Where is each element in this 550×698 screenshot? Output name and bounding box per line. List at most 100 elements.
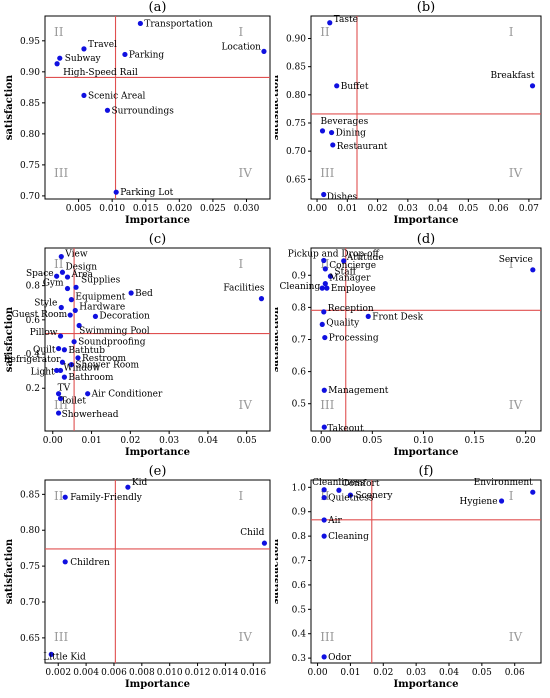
chart-panel-a: (a) I II III IV 0.005 0.010 0.015 0.020 0.025 0.03…	[0, 0, 275, 232]
point-label: Odor	[328, 653, 352, 663]
point-label: Comfort	[342, 479, 380, 489]
quadrant-label: II	[54, 257, 64, 271]
quadrant-label: II	[320, 257, 330, 271]
data-point	[58, 253, 64, 260]
data-point	[72, 307, 78, 314]
data-point	[334, 83, 340, 89]
point-label: TV	[58, 384, 71, 394]
point-label: Area	[71, 270, 94, 280]
data-point	[57, 55, 63, 61]
x-tick-label: 0.02	[368, 204, 388, 214]
data-point	[137, 20, 143, 27]
data-point	[54, 273, 60, 279]
point-label: Guest Room	[12, 310, 68, 320]
point-label: Children	[70, 558, 110, 568]
data-point	[529, 83, 536, 89]
data-point	[498, 498, 505, 504]
chart-panel-c: (c) I II III IV 0.00 0.01 0.02 0.03 0.04 0.05 0.2 0.…	[0, 232, 275, 464]
quadrant-label: IV	[509, 398, 523, 412]
point-label: Air Conditioner	[91, 390, 163, 400]
point-label: Cleaning	[328, 532, 369, 542]
y-tick-label: 0.8	[26, 282, 41, 292]
data-point	[322, 334, 328, 341]
y-tick-label: 0.8	[292, 532, 307, 542]
data-point	[319, 321, 325, 328]
point-label: Cleanliness	[312, 478, 365, 488]
y-tick-label: 0.9	[292, 508, 307, 518]
quadrant-label: IV	[509, 166, 523, 180]
quadrant-label: III	[54, 166, 68, 180]
y-tick-label: 0.70	[20, 598, 40, 608]
data-point	[319, 285, 325, 291]
data-point	[322, 266, 328, 272]
data-point	[327, 273, 334, 279]
point-label: View	[64, 250, 88, 260]
x-tick-label: 0.005	[66, 204, 92, 214]
point-label: Beverages	[321, 117, 369, 127]
quadrant-label: I	[509, 257, 514, 271]
data-point	[261, 48, 267, 54]
point-label: Hygiene	[460, 497, 498, 507]
quadrant-label: III	[320, 630, 334, 644]
data-point	[341, 258, 347, 264]
point-label: Hardware	[79, 302, 125, 312]
y-tick-label: 0.70	[20, 192, 40, 202]
data-point	[71, 339, 77, 345]
quadrant-label: IV	[509, 630, 523, 644]
point-label: Little Kid	[43, 652, 86, 662]
data-point	[81, 46, 87, 52]
point-label: Equipment	[75, 293, 125, 303]
point-label: Dining	[336, 129, 367, 139]
data-point	[327, 20, 333, 26]
data-point	[62, 559, 68, 565]
plot-frame	[310, 479, 542, 664]
point-label: High-Speed Rail	[63, 68, 138, 78]
y-axis-label: satisfaction	[4, 538, 15, 604]
x-tick-label: 0.004	[73, 668, 99, 678]
point-label: Buffet	[341, 82, 369, 92]
point-label: Travel	[88, 40, 117, 50]
x-tick-label: 0.00	[307, 204, 327, 214]
data-point	[530, 267, 536, 273]
point-label: Restaurant	[337, 142, 388, 152]
data-point	[48, 651, 54, 657]
point-label: Cleaning	[280, 282, 321, 292]
quadrant-label: I	[239, 257, 244, 271]
x-tick-label: 0.00	[43, 436, 63, 446]
point-label: Processing	[329, 334, 379, 344]
y-tick-label: 0.65	[286, 175, 306, 185]
data-point	[330, 142, 336, 148]
data-point	[62, 494, 68, 500]
quadrant-label: III	[54, 398, 68, 412]
point-label: Quietness	[328, 494, 374, 504]
x-tick-label: 0.012	[185, 668, 211, 678]
y-tick-label: 0.5	[292, 605, 307, 615]
x-tick-label: 0.05	[362, 436, 382, 446]
point-label: Window	[64, 363, 101, 373]
point-label: Front Desk	[372, 312, 423, 322]
quadrant-label: I	[239, 489, 244, 503]
quadrant-label: II	[54, 25, 64, 39]
x-axis-label: Importance	[125, 679, 190, 690]
y-tick-label: 0.75	[20, 161, 40, 171]
point-label: Management	[328, 386, 388, 396]
data-point	[322, 281, 328, 287]
point-label: Pillow	[30, 328, 58, 338]
point-label: Refrigerator	[4, 355, 61, 365]
point-label: Showerhead	[62, 410, 119, 420]
point-label: Supplies	[81, 275, 121, 285]
data-point	[55, 391, 62, 397]
data-point	[321, 424, 327, 430]
quadrant-label: IV	[239, 166, 253, 180]
data-point	[54, 61, 60, 67]
data-point	[55, 410, 62, 416]
point-label: Bathtub	[68, 346, 105, 356]
data-point	[321, 309, 327, 315]
data-point	[57, 367, 64, 374]
y-axis-label: satisfaction	[4, 306, 15, 372]
y-tick-label: 0.4	[26, 350, 41, 360]
point-label: Style	[34, 299, 57, 309]
point-label: Parking Lot	[120, 188, 173, 198]
point-label: Parking	[129, 50, 164, 60]
